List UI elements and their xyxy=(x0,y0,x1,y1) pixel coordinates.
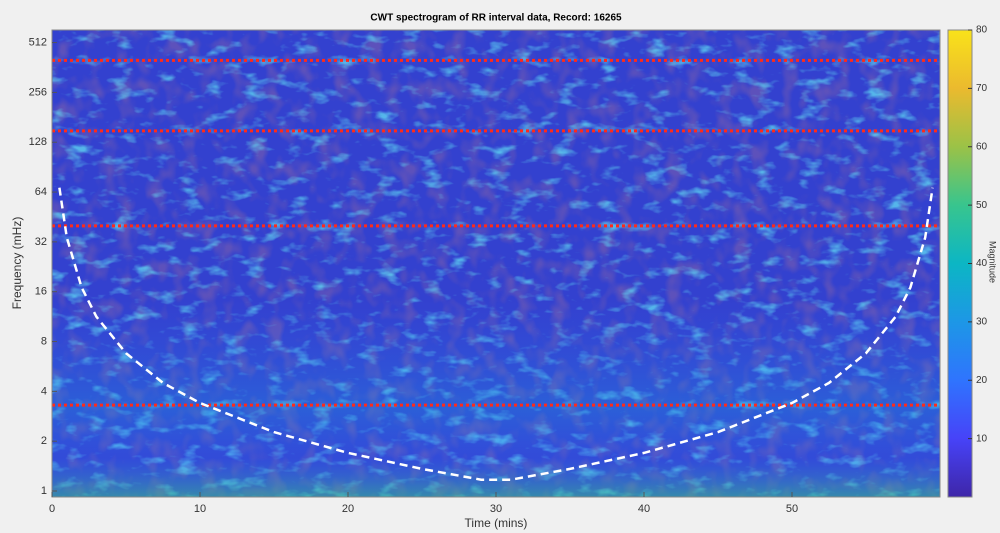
y-tick-label: 128 xyxy=(29,136,47,148)
x-tick-label: 30 xyxy=(490,503,502,515)
x-tick-label: 20 xyxy=(342,503,354,515)
y-axis-label: Frequency (mHz) xyxy=(10,217,24,310)
spectrogram-band xyxy=(52,300,940,497)
colorbar-tick-label: 30 xyxy=(976,317,988,328)
colorbar-tick-label: 10 xyxy=(976,433,988,444)
x-tick-label: 50 xyxy=(786,503,798,515)
coi xyxy=(58,187,934,481)
colorbar-tick-label: 20 xyxy=(976,375,988,386)
x-tick-label: 40 xyxy=(638,503,650,515)
y-tick-label: 2 xyxy=(41,435,47,447)
x-tick-label: 0 xyxy=(49,503,55,515)
x-axis-label: Time (mins) xyxy=(465,516,528,530)
y-tick-label: 512 xyxy=(29,36,47,48)
y-tick-label: 64 xyxy=(35,186,47,198)
chart-title: CWT spectrogram of RR interval data, Rec… xyxy=(370,13,622,24)
y-tick-label: 4 xyxy=(41,385,47,397)
colorbar-tick-label: 70 xyxy=(976,83,988,94)
colorbar-label: Magnitude xyxy=(988,241,998,283)
y-tick-label: 8 xyxy=(41,335,47,347)
y-tick-label: 32 xyxy=(35,236,47,248)
y-tick-label: 256 xyxy=(29,86,47,98)
spectrogram xyxy=(52,30,940,497)
cone-of-influence xyxy=(58,187,934,481)
colorbar-tick-label: 40 xyxy=(976,258,988,269)
colorbar-tick-label: 80 xyxy=(976,25,988,36)
y-tick-label: 16 xyxy=(35,286,47,298)
colorbar-tick-label: 60 xyxy=(976,141,988,152)
y-tick-label: 1 xyxy=(41,485,47,497)
colorbar-tick-label: 50 xyxy=(976,200,988,211)
x-tick-label: 10 xyxy=(194,503,206,515)
